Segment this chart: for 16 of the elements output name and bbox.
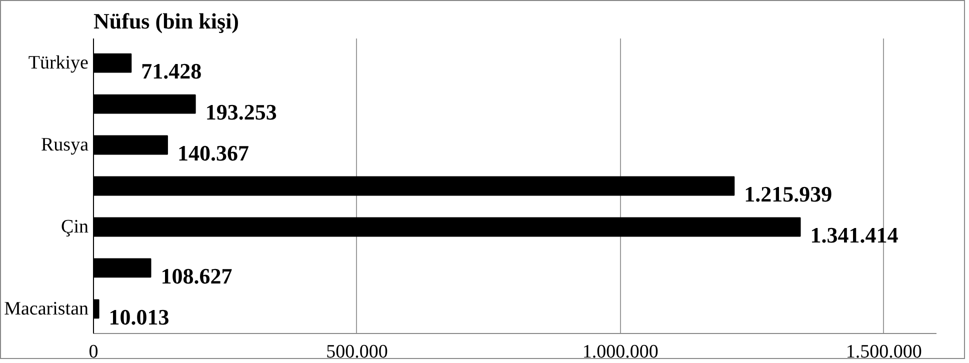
y-tick-label: Macaristan	[4, 298, 89, 320]
data-label: 71.428	[141, 58, 202, 84]
y-tick-label: Rusya	[41, 134, 90, 156]
y-tick-label: Çin	[61, 216, 89, 238]
data-label: 140.367	[177, 140, 249, 166]
data-label: 193.253	[205, 100, 277, 125]
x-tick-label: 0	[88, 342, 98, 362]
data-label: 10.013	[108, 304, 170, 330]
x-tick-label: 1.500.000	[846, 342, 922, 362]
data-label: 108.627	[160, 263, 232, 288]
data-label: 1.341.414	[810, 222, 898, 248]
data-label: 1.215.939	[744, 182, 832, 206]
x-tick-label: 500.000	[326, 342, 388, 362]
chart-title: Nüfus (bin kişi)	[94, 8, 240, 34]
x-tick-label: 1.000.000	[582, 342, 658, 362]
y-tick-label: Türkiye	[28, 52, 89, 74]
